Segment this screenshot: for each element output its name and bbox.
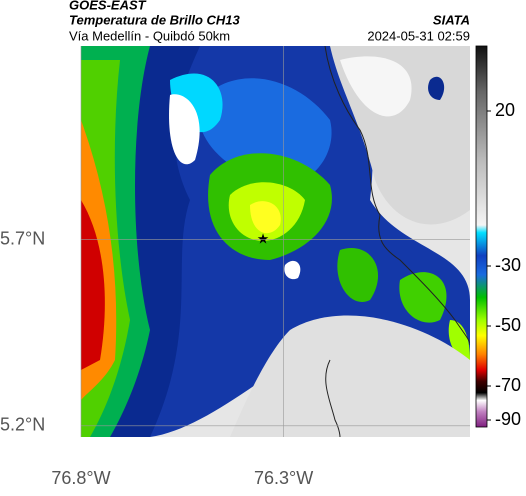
lon-tick-label: 76.8°W: [51, 468, 110, 488]
colorbar: [475, 45, 488, 428]
product: GOES-EAST: [69, 0, 147, 12]
colorbar-tick-label: -50: [495, 315, 521, 335]
colorbar-tick-label: -70: [495, 375, 521, 395]
satellite-image: ★: [81, 46, 470, 437]
lat-tick-label: 5.7°N: [0, 228, 45, 248]
colorbar-tick-label: -90: [495, 409, 521, 429]
timestamp: 2024-05-31 02:59: [367, 28, 470, 43]
colorbar-ticks: 20 -30 -50 -70 -90: [487, 100, 521, 429]
title: Temperatura de Brillo CH13: [69, 12, 241, 27]
lat-tick-label: 5.2°N: [0, 415, 45, 435]
map-axes: 5.7°N 5.2°N 76.8°W 76.3°W: [0, 46, 470, 488]
lon-tick-label: 76.3°W: [254, 468, 313, 488]
source: SIATA: [433, 12, 470, 27]
subtitle: Vía Medellín - Quibdó 50km: [69, 28, 230, 43]
location-marker: ★: [257, 231, 270, 247]
colorbar-tick-label: -30: [495, 255, 521, 275]
colorbar-tick-label: 20: [495, 100, 515, 120]
